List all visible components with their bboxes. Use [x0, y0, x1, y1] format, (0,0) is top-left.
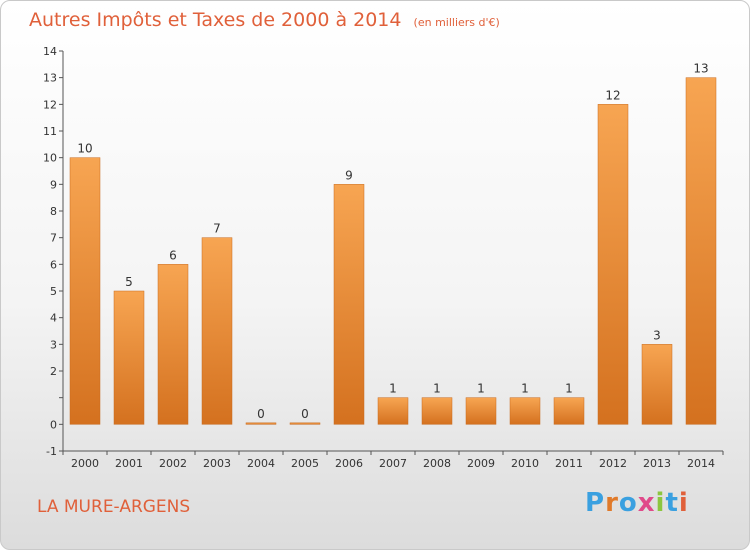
y-tick-label: 4 — [50, 312, 57, 325]
x-tick-label: 2003 — [203, 457, 231, 470]
y-tick-label: 2 — [50, 365, 57, 378]
logo-letter: t — [665, 488, 679, 518]
x-tick-label: 2001 — [115, 457, 143, 470]
bar-2012 — [597, 104, 629, 425]
data-label: 13 — [693, 62, 708, 76]
bar-2006 — [333, 184, 365, 425]
bar-2007 — [377, 397, 409, 425]
data-label: 1 — [433, 382, 441, 396]
logo-letter: P — [585, 488, 606, 518]
x-tick-label: 2012 — [599, 457, 627, 470]
y-tick-label: 14 — [43, 45, 57, 58]
data-label: 9 — [345, 168, 353, 182]
chart-unit: (en milliers d'€) — [413, 16, 500, 29]
bar-2011 — [553, 397, 585, 425]
y-tick-label: 11 — [43, 125, 57, 138]
y-tick-label: 0 — [50, 418, 57, 431]
y-tick-label: 9 — [50, 178, 57, 191]
data-label: 6 — [169, 248, 177, 262]
bar-2013 — [641, 344, 673, 425]
data-label: 7 — [213, 222, 221, 236]
x-tick-label: 2002 — [159, 457, 187, 470]
data-label: 1 — [521, 382, 529, 396]
y-tick-label: 7 — [50, 232, 57, 245]
commune-name: LA MURE-ARGENS — [37, 497, 191, 517]
y-tick-label: 8 — [50, 205, 57, 218]
data-label: 1 — [389, 382, 397, 396]
proxiti-logo: Proxiti — [585, 488, 689, 518]
y-tick-label: 10 — [43, 152, 57, 165]
y-tick-label: 3 — [50, 338, 57, 351]
x-tick-label: 2008 — [423, 457, 451, 470]
bar-2004 — [245, 422, 277, 425]
data-label: 1 — [477, 382, 485, 396]
data-label: 0 — [257, 407, 265, 421]
chart-title-text: Autres Impôts et Taxes de 2000 à 2014 — [29, 9, 402, 31]
y-tick-label: 12 — [43, 98, 57, 111]
bar-2014 — [685, 77, 717, 425]
x-tick-label: 2010 — [511, 457, 539, 470]
x-tick-label: 2000 — [71, 457, 99, 470]
data-label: 0 — [301, 407, 309, 421]
data-label: 1 — [565, 382, 573, 396]
logo-letter: i — [655, 488, 666, 518]
x-tick-label: 2007 — [379, 457, 407, 470]
bar-2001 — [113, 290, 145, 425]
x-tick-label: 2004 — [247, 457, 275, 470]
chart-title: Autres Impôts et Taxes de 2000 à 2014 (e… — [29, 9, 500, 31]
data-label: 3 — [653, 328, 661, 342]
x-tick-label: 2005 — [291, 457, 319, 470]
y-tick-label: 6 — [50, 258, 57, 271]
y-axis: -1 0 2 3 4 5 6 7 8 9 10 11 12 13 14 — [43, 45, 64, 458]
bar-2008 — [421, 397, 453, 425]
y-tick-label: 13 — [43, 72, 57, 85]
logo-letter: o — [618, 488, 638, 518]
bar-2003 — [201, 237, 233, 425]
bar-2002 — [157, 264, 189, 425]
logo-letter: x — [637, 488, 656, 518]
bar-2000 — [69, 157, 101, 425]
data-label: 10 — [77, 142, 92, 156]
bar-2005 — [289, 422, 321, 425]
x-axis: 2000 2001 2002 2003 2004 2005 2006 2007 2008 2009… — [62, 450, 724, 470]
data-label: 5 — [125, 275, 133, 289]
bar-2009 — [465, 397, 497, 425]
data-label: 12 — [605, 88, 620, 102]
bars: 10 5 6 7 0 0 9 1 1 1 1 1 12 3 13 — [69, 62, 717, 425]
y-tick-label: 5 — [50, 285, 57, 298]
y-tick-label: -1 — [46, 445, 57, 458]
x-tick-label: 2009 — [467, 457, 495, 470]
bar-2010 — [509, 397, 541, 425]
x-tick-label: 2011 — [555, 457, 583, 470]
x-tick-label: 2014 — [687, 457, 715, 470]
x-tick-label: 2013 — [643, 457, 671, 470]
logo-letter: i — [678, 488, 689, 518]
x-tick-label: 2006 — [335, 457, 363, 470]
logo-letter: r — [605, 488, 619, 518]
